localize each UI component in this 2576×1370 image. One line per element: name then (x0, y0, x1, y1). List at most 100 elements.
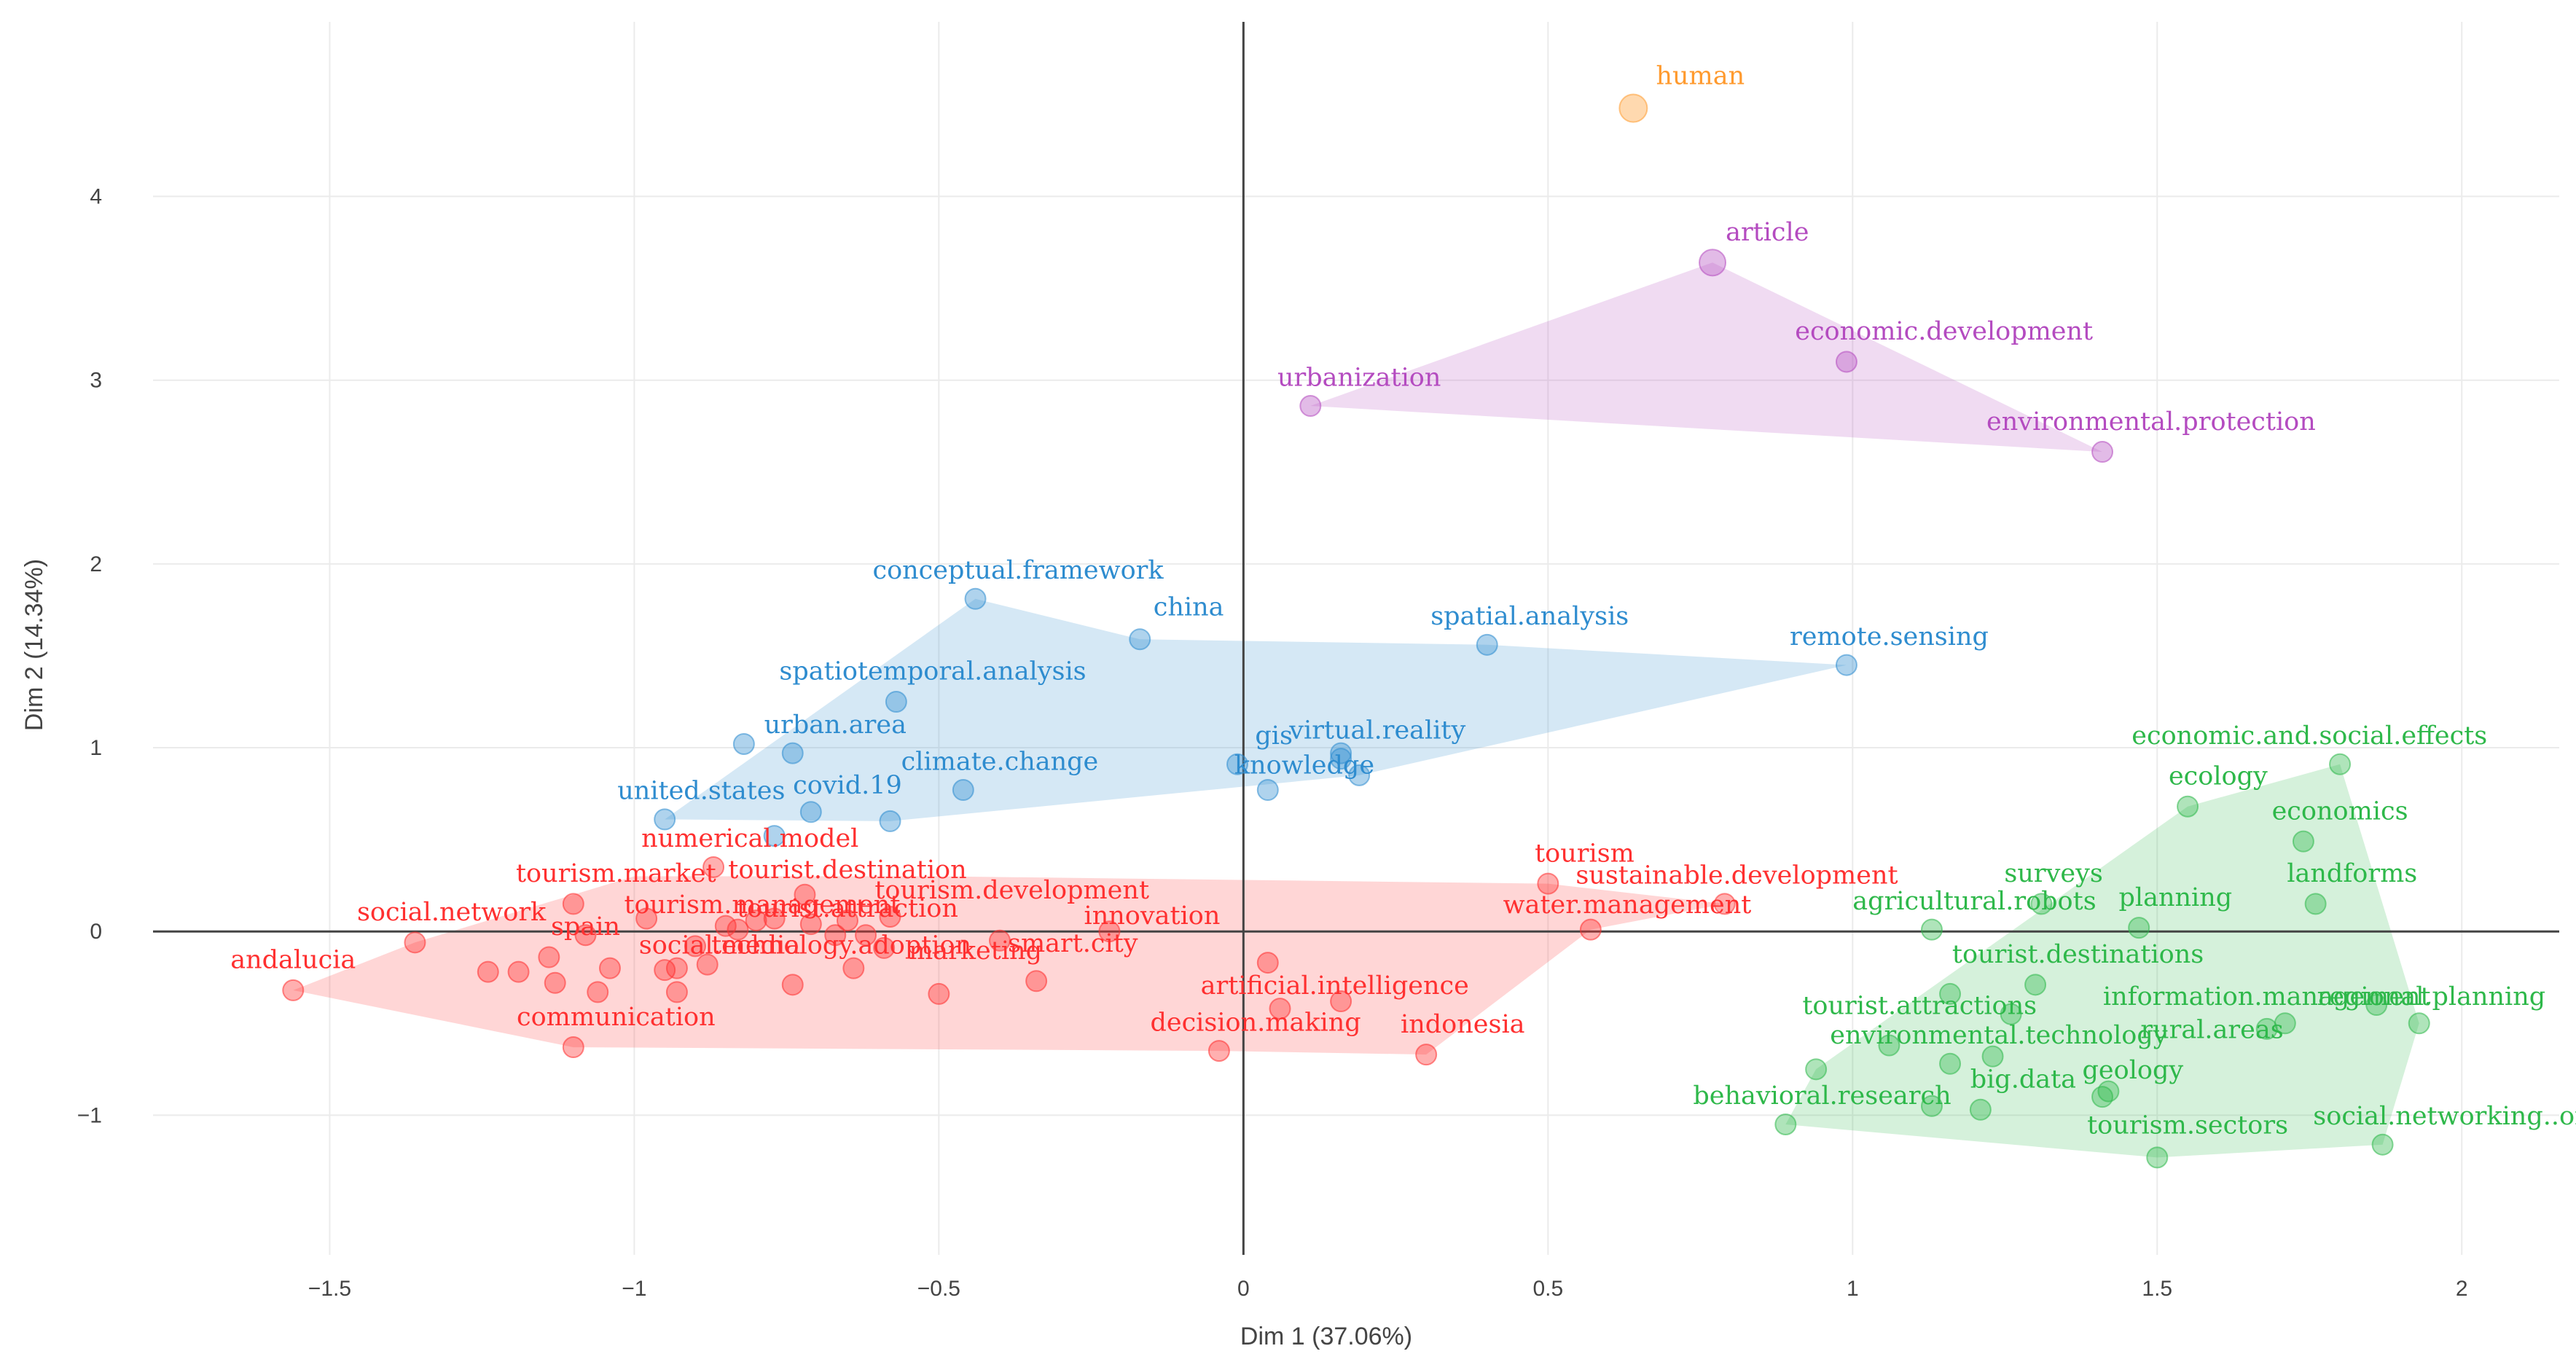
cluster-2-point[interactable] (763, 825, 786, 848)
y-tick-label: 2 (90, 552, 102, 576)
cluster-4-point[interactable] (2024, 974, 2047, 996)
point-label: social.media (639, 931, 800, 960)
cluster-1-point[interactable] (1025, 970, 1048, 993)
cluster-1-point[interactable] (988, 929, 1011, 952)
cluster-1-point[interactable] (836, 909, 858, 932)
cluster-3-point[interactable] (2091, 441, 2114, 463)
cluster-2-point[interactable] (1129, 628, 1151, 651)
cluster-4-point[interactable] (1969, 1098, 1992, 1121)
cluster-1-point[interactable] (928, 982, 950, 1005)
cluster-1-point[interactable] (879, 906, 901, 928)
cluster-2-point[interactable] (732, 732, 755, 755)
cluster-3-point[interactable] (1299, 395, 1322, 418)
cluster-4-point[interactable] (2329, 753, 2352, 775)
cluster-1-point[interactable] (562, 1036, 584, 1059)
cluster-3-point[interactable] (1835, 351, 1857, 373)
cluster-4-point[interactable] (2030, 893, 2053, 915)
cluster-4-point[interactable] (1939, 1052, 1962, 1075)
cluster-4-point[interactable] (1805, 1058, 1828, 1081)
cluster-4-point[interactable] (2177, 795, 2199, 818)
cluster-1-point[interactable] (855, 924, 877, 947)
cluster-4-point[interactable] (2371, 1133, 2394, 1156)
data-points (282, 93, 2430, 1169)
cluster-3-point[interactable] (1699, 248, 1727, 277)
cluster-5-point[interactable] (1618, 93, 1648, 123)
cluster-1-point[interactable] (781, 974, 804, 996)
cluster-1-point[interactable] (587, 981, 609, 1003)
cluster-1-point[interactable] (1098, 920, 1121, 943)
cluster-2-point[interactable] (964, 587, 987, 610)
point-label: human (1656, 62, 1745, 91)
cluster-4-point[interactable] (1774, 1113, 1797, 1135)
point-label: geology (2083, 1056, 2184, 1085)
cluster-1-point[interactable] (635, 907, 658, 930)
cluster-1-point[interactable] (842, 957, 865, 979)
cluster-1-point[interactable] (714, 915, 737, 937)
cluster-1-point[interactable] (794, 883, 816, 906)
cluster-1-point[interactable] (282, 979, 305, 1001)
cluster-1-point[interactable] (404, 931, 426, 954)
cluster-4-point[interactable] (1920, 918, 1943, 941)
y-tick-label: 4 (90, 185, 102, 209)
cluster-1-point[interactable] (763, 907, 786, 930)
cluster-1-point[interactable] (1713, 893, 1736, 915)
cluster-2-point[interactable] (781, 742, 804, 764)
x-tick-label: 2 (2456, 1277, 2468, 1301)
cluster-2-point[interactable] (952, 779, 974, 802)
cluster-1-point[interactable] (727, 918, 749, 941)
cluster-2-point[interactable] (1835, 654, 1857, 676)
cluster-2-point[interactable] (1348, 764, 1371, 786)
cluster-1-point[interactable] (702, 856, 725, 878)
cluster-2-point[interactable] (885, 690, 907, 713)
cluster-4-point[interactable] (1939, 982, 1962, 1005)
cluster-1-point[interactable] (544, 971, 566, 994)
cluster-1-point[interactable] (696, 953, 719, 976)
cluster-4-point[interactable] (2097, 1080, 2120, 1103)
cluster-1-point[interactable] (1330, 990, 1352, 1013)
cluster-4-point[interactable] (1920, 1095, 1943, 1117)
cluster-1-point[interactable] (1269, 998, 1291, 1020)
x-tick-label: 0 (1237, 1277, 1250, 1301)
cluster-4-point[interactable] (2408, 1012, 2430, 1035)
cluster-2-point[interactable] (1256, 779, 1279, 802)
cluster-1-point[interactable] (598, 957, 621, 979)
cluster-2-point[interactable] (1330, 748, 1352, 770)
cluster-4-point[interactable] (2000, 1003, 2022, 1025)
cluster-2-point[interactable] (879, 810, 901, 832)
cluster-4-point[interactable] (2304, 893, 2327, 915)
cluster-1-point[interactable] (574, 924, 597, 947)
cluster-2-point[interactable] (1476, 633, 1498, 656)
cluster-2-point[interactable] (1330, 742, 1352, 764)
cluster-2-point[interactable] (654, 808, 676, 831)
cluster-1-point[interactable] (507, 960, 530, 983)
y-tick-label: 0 (90, 920, 102, 944)
point-label: tourist.destinations (1952, 940, 2204, 969)
point-label: agricultural.robots (1852, 887, 2096, 916)
cluster-1-point[interactable] (1207, 1040, 1230, 1062)
cluster-4-point[interactable] (2274, 1012, 2296, 1035)
cluster-4-point[interactable] (2292, 830, 2314, 853)
cluster-1-point[interactable] (562, 893, 584, 915)
cluster-1-point[interactable] (1579, 918, 1602, 941)
cluster-1-point[interactable] (824, 924, 847, 947)
cluster-1-point[interactable] (799, 913, 822, 936)
cluster-1-point[interactable] (684, 935, 706, 958)
cluster-4-point[interactable] (2365, 994, 2388, 1017)
cluster-1-point[interactable] (538, 946, 560, 968)
cluster-1-point[interactable] (873, 936, 896, 959)
cluster-1-point[interactable] (1415, 1044, 1438, 1066)
cluster-1-point[interactable] (1537, 872, 1559, 895)
cluster-4-point[interactable] (1878, 1034, 1900, 1057)
cluster-4-point[interactable] (2146, 1146, 2169, 1169)
cluster-1-point[interactable] (1256, 952, 1279, 974)
cluster-4-point[interactable] (2128, 917, 2150, 939)
cluster-1-point[interactable] (745, 909, 767, 932)
cluster-1-point[interactable] (477, 960, 499, 983)
point-label: indonesia (1401, 1010, 1525, 1039)
cluster-2-point[interactable] (799, 801, 822, 823)
cluster-1-point[interactable] (665, 981, 688, 1003)
cluster-4-point[interactable] (1981, 1045, 2004, 1068)
x-tick-label: −0.5 (917, 1277, 960, 1301)
cluster-2-point[interactable] (1226, 753, 1248, 775)
cluster-1-point[interactable] (654, 959, 676, 982)
